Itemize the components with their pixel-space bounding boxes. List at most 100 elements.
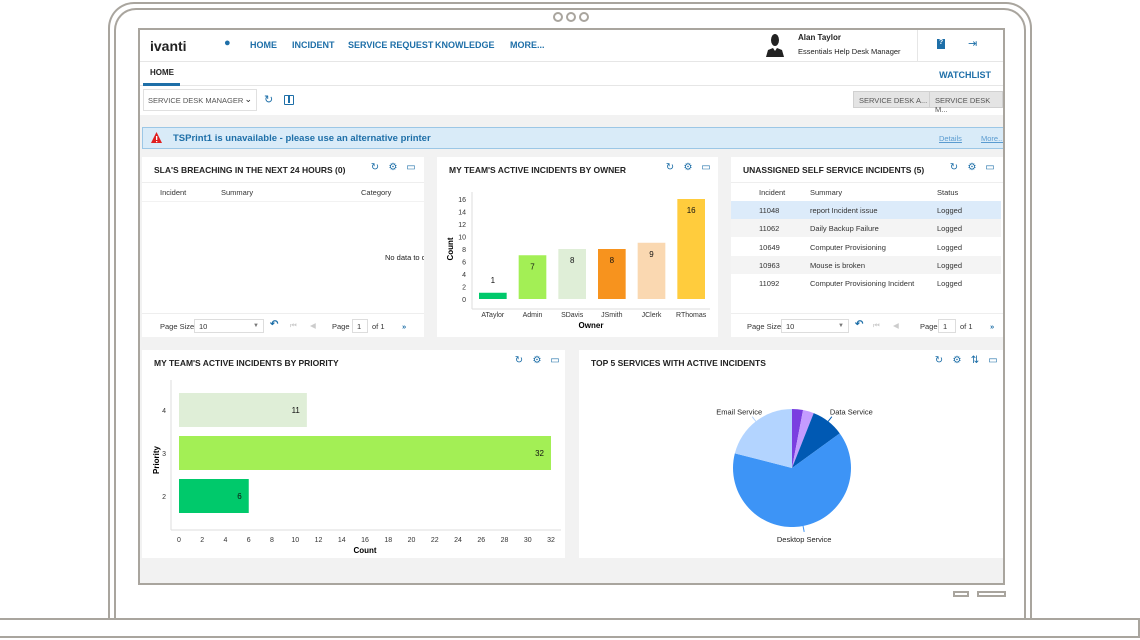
undo-icon[interactable]: ↶ <box>270 319 279 330</box>
refresh-icon[interactable]: ↻ <box>514 355 524 366</box>
y-tick-label: 12 <box>458 222 466 229</box>
logout-icon[interactable]: ⇥ <box>968 38 978 50</box>
x-tick-label: 4 <box>224 537 228 544</box>
x-tick-label: 28 <box>501 537 509 544</box>
undo-icon[interactable]: ↶ <box>855 319 864 330</box>
refresh-icon[interactable]: ↻ <box>264 94 274 106</box>
settings-icon[interactable]: ⚙ <box>388 162 398 173</box>
cell-incident: 11092 <box>759 279 780 289</box>
refresh-icon[interactable]: ↻ <box>665 162 675 173</box>
y-axis-title: Count <box>446 237 455 260</box>
data-label: 16 <box>687 206 696 215</box>
add-icon[interactable]: ● <box>224 37 231 49</box>
page-size-select[interactable]: 10 ▼ <box>781 319 849 333</box>
nav-home[interactable]: HOME <box>250 40 277 50</box>
data-label: 7 <box>530 262 535 271</box>
data-label: 1 <box>491 276 496 285</box>
nav-knowledge[interactable]: KNOWLEDGE <box>435 40 495 50</box>
settings-icon[interactable]: ⚙ <box>683 162 693 173</box>
column-header-incident[interactable]: Incident <box>759 188 786 197</box>
alert-more-link[interactable]: More... <box>981 134 1005 143</box>
camera-dot <box>553 12 563 22</box>
label-connector <box>802 525 805 532</box>
prev-page-icon[interactable]: ◀ <box>310 321 316 330</box>
laptop-base <box>0 618 1140 638</box>
page-count: of 1 <box>960 322 973 331</box>
bar-ATaylor <box>479 292 507 299</box>
user-avatar-icon[interactable] <box>764 33 786 57</box>
maximize-icon[interactable]: ▭ <box>406 162 416 173</box>
y-tick-label: 10 <box>458 235 466 242</box>
empty-message: No data to d <box>385 253 424 262</box>
top-nav: ivanti ● HOME INCIDENT SERVICE REQUEST K… <box>140 30 1003 62</box>
user-info[interactable]: Alan Taylor Essentials Help Desk Manager <box>798 33 901 56</box>
maximize-icon[interactable]: ▭ <box>988 355 998 366</box>
refresh-icon[interactable]: ↻ <box>949 162 959 173</box>
y-tick-label: 4 <box>162 408 166 415</box>
page-input[interactable]: 1 <box>352 319 368 333</box>
tab-watchlist[interactable]: WATCHLIST <box>939 70 991 80</box>
prev-page-icon[interactable]: ◀ <box>893 321 899 330</box>
nav-more[interactable]: MORE... <box>510 40 545 50</box>
table-row[interactable]: 11092 Computer Provisioning Incident Logge… <box>731 274 1001 293</box>
table-row[interactable]: 11048 report Incident issue Logged <box>731 201 1001 219</box>
x-tick-label: 12 <box>315 537 323 544</box>
refresh-icon[interactable]: ↻ <box>934 355 944 366</box>
sort-icon[interactable]: ⇅ <box>970 355 980 366</box>
column-header-incident[interactable]: Incident <box>160 188 187 197</box>
label-connector <box>827 416 833 422</box>
unassigned-title: UNASSIGNED SELF SERVICE INCIDENTS (5) <box>743 165 925 175</box>
x-tick-label: 20 <box>408 537 416 544</box>
y-axis-title: Priority <box>152 445 161 474</box>
settings-icon[interactable]: ⚙ <box>952 355 962 366</box>
page-input[interactable]: 1 <box>938 319 956 333</box>
first-page-icon[interactable]: ⏮ <box>873 321 880 330</box>
column-header-category[interactable]: Category <box>361 188 392 197</box>
last-page-icon[interactable]: » <box>990 322 995 331</box>
pie-slice-email-service <box>734 409 792 468</box>
cell-status: Logged <box>937 206 963 215</box>
last-page-icon[interactable]: » <box>402 322 407 331</box>
page-label: Page <box>332 322 350 331</box>
page-size-select[interactable]: 10 ▼ <box>194 319 264 333</box>
help-icon[interactable]: ? <box>937 39 945 49</box>
alert-details-link[interactable]: Details <box>939 134 962 143</box>
caret-down-icon: ▼ <box>838 323 844 329</box>
cell-summary: Daily Backup Failure <box>810 224 879 234</box>
bar-priority-3 <box>179 436 551 470</box>
service-desk-m-button[interactable]: SERVICE DESK M... <box>929 91 1003 114</box>
column-header-summary[interactable]: Summary <box>221 188 254 197</box>
nav-service-request[interactable]: SERVICE REQUEST <box>348 40 434 50</box>
column-header-status[interactable]: Status <box>937 188 959 197</box>
pie-slice <box>792 410 814 468</box>
unassigned-pager: Page Size 10 ▼ ↶ ⏮ ◀ Page 1 of 1 » <box>731 313 1003 337</box>
role-select[interactable]: SERVICE DESK MANAGER ⌄ <box>143 89 257 111</box>
table-row[interactable]: 10963 Mouse is broken Logged <box>731 255 1001 274</box>
sla-title: SLA'S BREACHING IN THE NEXT 24 HOURS (0) <box>154 165 346 175</box>
settings-icon[interactable]: ⚙ <box>532 355 542 366</box>
caret-down-icon: ▼ <box>253 323 259 329</box>
x-tick-label: 0 <box>177 537 181 544</box>
maximize-icon[interactable]: ▭ <box>701 162 711 173</box>
maximize-icon[interactable]: ▭ <box>985 162 995 173</box>
nav-incident[interactable]: INCIDENT <box>292 40 335 50</box>
maximize-icon[interactable]: ▭ <box>550 355 560 366</box>
table-row[interactable]: 10649 Computer Provisioning Logged <box>731 237 1001 256</box>
refresh-icon[interactable]: ↻ <box>370 162 380 173</box>
x-tick-label: JClerk <box>642 312 662 319</box>
port <box>953 591 969 597</box>
x-tick-label: RThomas <box>676 312 707 319</box>
priority-bar-chart: 0 2 4 6 8 10 12 14 16 18 20 22 24 26 28 30 3211432362Cou… <box>152 380 561 555</box>
settings-icon[interactable]: ⚙ <box>967 162 977 173</box>
tab-home[interactable]: HOME <box>150 68 174 77</box>
service-desk-a-button[interactable]: SERVICE DESK A... <box>853 91 934 108</box>
layout-icon[interactable] <box>284 95 294 105</box>
table-row[interactable]: 11062 Daily Backup Failure Logged <box>731 219 1001 238</box>
first-page-icon[interactable]: ⏮ <box>290 321 297 330</box>
column-header-summary[interactable]: Summary <box>810 188 843 197</box>
bar-Admin <box>518 255 547 299</box>
bar-RThomas <box>677 199 705 299</box>
sla-pager: Page Size 10 ▼ ↶ ⏮ ◀ Page 1 of 1 » <box>142 313 424 337</box>
cell-summary: Computer Provisioning <box>810 242 886 252</box>
y-tick-label: 2 <box>462 285 466 292</box>
